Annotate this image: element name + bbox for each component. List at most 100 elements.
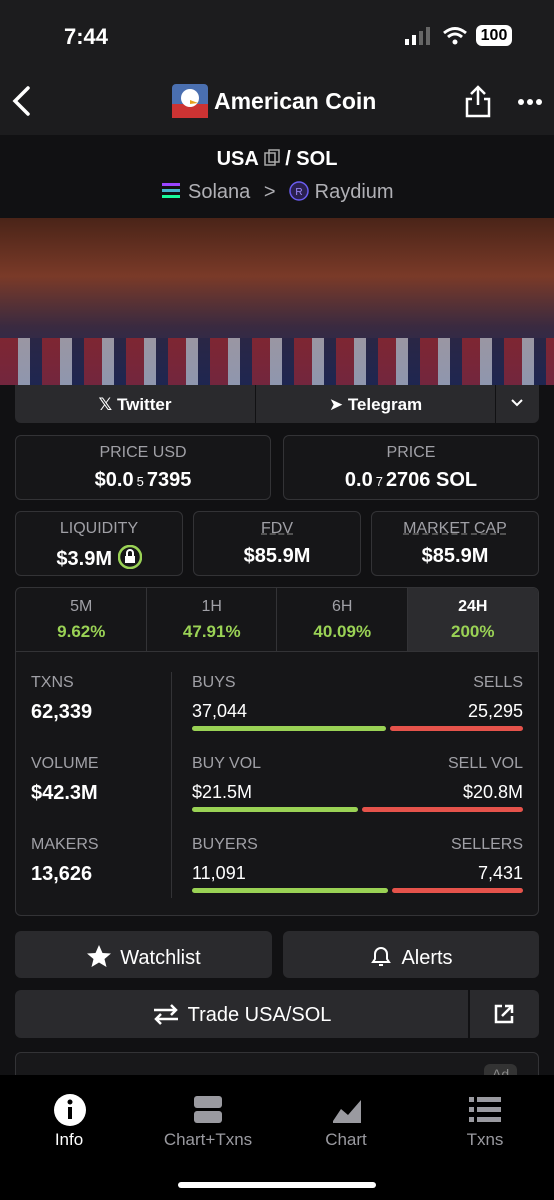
sell-bar [362,807,523,812]
price-usd-card [15,435,271,500]
solana-icon [162,183,181,198]
stat-label: VOLUME [31,755,99,772]
stats-card: 5M 9.62% 1H 47.91% 6H 40.09% 24H 200% TXNS 62,339… [15,587,539,916]
telegram-button[interactable] [256,385,495,423]
sell-label: SELL VOL [447,755,523,772]
svg-text:R: R [295,187,302,198]
quote-symbol: / SOL [285,148,338,170]
price-label: PRICE [386,444,436,461]
alerts-button[interactable] [283,931,539,978]
nav-info[interactable]: Info [54,1130,84,1149]
timeframe-change: 200% [451,622,495,641]
sell-label: SELLS [473,674,523,691]
sell-value: $20.8M [462,782,523,802]
info-icon [54,1094,86,1126]
price-part: 0.0 [344,469,373,491]
expand-icon [511,399,523,407]
star-icon [87,945,112,967]
banner-image [0,218,554,385]
trade-label: Trade USA/SOL [15,1003,468,1027]
metric-label: LIQUIDITY [59,520,139,537]
timeframe-label: 1H [201,598,222,615]
stat-label: MAKERS [31,836,99,853]
watchlist-text: Watchlist [120,947,201,969]
price-value: 0.0 7 2706 SOL [283,469,539,492]
back-button[interactable] [10,85,34,117]
top-bar [0,0,554,135]
price-zeros: 7 [375,474,383,489]
timeframe-tab[interactable] [407,588,538,652]
chain-name[interactable]: Solana [187,181,251,203]
price-part: 7395 [146,469,192,491]
sell-label: SELLERS [450,836,523,853]
buy-label: BUYERS [192,836,258,853]
metric-value: $85.9M [421,545,489,567]
dex-name[interactable]: Raydium [314,181,394,203]
swap-icon [153,1004,178,1025]
divider [171,672,172,898]
alerts-label: Alerts [283,944,539,970]
stat-value: 62,339 [31,701,93,723]
sell-bar [391,888,523,893]
twitter-button[interactable] [15,385,255,423]
price-part: $0.0 [94,469,134,491]
timeframe-change: 9.62% [57,622,106,641]
more-button[interactable] [517,98,545,106]
alerts-text: Alerts [401,947,453,969]
stat-value: 13,626 [31,863,93,885]
timeframe-tab[interactable] [277,588,408,652]
buy-value: 37,044 [192,701,248,721]
time: 7:44 [64,24,109,49]
raydium-icon: R [289,181,309,201]
price-zeros: 5 [136,474,144,489]
share-button[interactable] [464,84,492,118]
stat-label: TXNS [31,674,74,691]
nav-chart-txns[interactable]: Chart+Txns [163,1130,253,1149]
metric-value: $3.9M [15,544,183,571]
external-icon [494,1004,514,1024]
lock-icon [117,544,142,570]
nav-chart[interactable]: Chart [325,1130,367,1149]
buy-value: $21.5M [192,782,253,802]
price-value: $0.0 5 7395 [15,469,271,492]
buy-bar [192,807,359,812]
chart-txns-icon [194,1096,222,1123]
timeframe-label: 24H [458,598,488,615]
telegram-label: ➤ Telegram [328,395,423,414]
trade-button[interactable] [15,990,468,1038]
timeframe-label: 6H [332,598,353,615]
watchlist-label: Watchlist [15,944,272,970]
timeframe-tab[interactable] [146,588,277,652]
buy-label: BUYS [192,674,236,691]
copy-icon[interactable] [263,149,280,167]
buy-bar [192,726,387,731]
nav-txns[interactable]: Txns [466,1130,504,1149]
metric-card [193,511,361,576]
banner-flags [0,338,554,385]
chain-row: Solana > R Raydium [0,181,554,204]
metric-card [15,511,183,576]
price-part: 2706 SOL [385,469,478,491]
watchlist-button[interactable] [15,931,272,978]
timeframe-tab[interactable] [16,588,147,652]
chevron: > [263,181,276,203]
bell-icon [371,947,392,966]
buy-value: 11,091 [192,863,246,883]
token-title: American Coin [214,88,377,114]
timeframe-label: 5M [70,598,93,615]
metric-value: $85.9M [243,545,311,567]
sell-value: 7,431 [477,863,523,883]
timeframe-change: 40.09% [313,622,372,641]
metric-card [371,511,539,576]
buy-bar [192,888,388,893]
trade-text: Trade USA/SOL [187,1004,332,1026]
home-indicator [178,1182,376,1188]
stat-value: $42.3M [31,782,98,804]
sell-value: 25,295 [467,701,523,721]
chart-icon [333,1100,361,1123]
twitter-text: Twitter [116,395,172,414]
telegram-text: Telegram [347,395,423,414]
price-label: PRICE USD [99,444,187,461]
wifi-icon [443,27,467,45]
battery: 100 [476,25,512,46]
